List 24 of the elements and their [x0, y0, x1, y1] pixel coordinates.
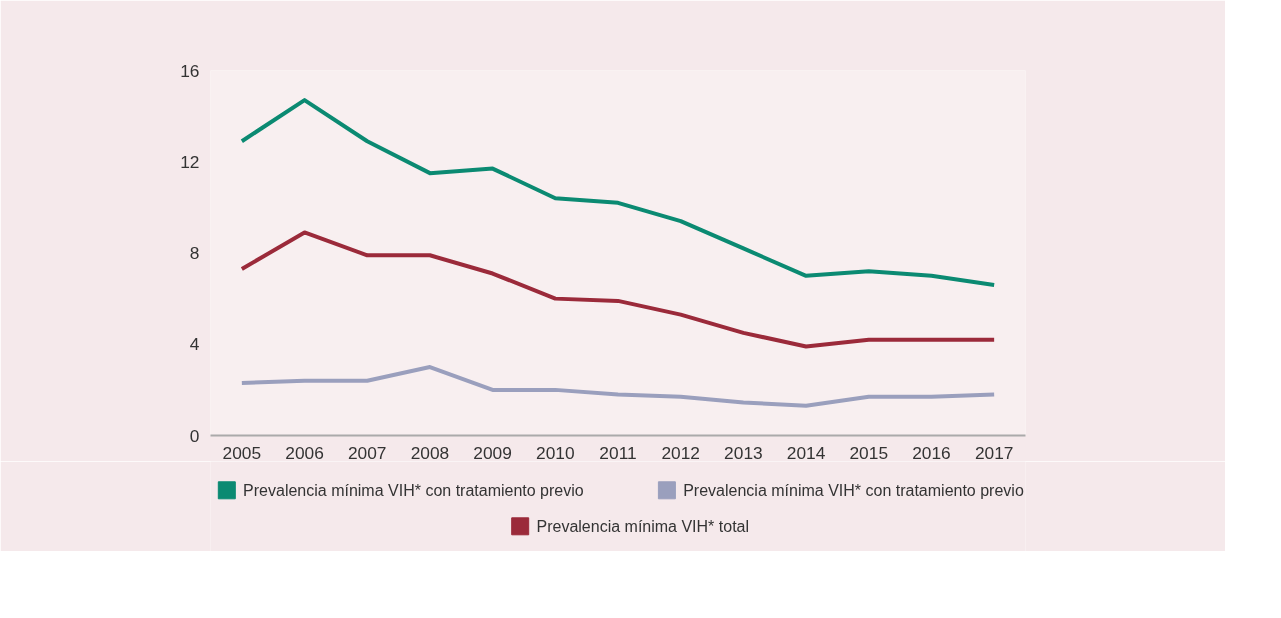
x-tick-label: 2014 — [786, 442, 826, 463]
x-tick-label: 2007 — [347, 442, 387, 463]
x-tick-label: 2008 — [410, 442, 450, 463]
line-series — [239, 230, 997, 349]
legend-label: Prevalencia mínima VIH* con tratamiento previo — [243, 481, 584, 499]
x-tick-label: 2009 — [473, 442, 512, 463]
y-tick-label: 8 — [189, 243, 200, 263]
x-tick-label: 2015 — [849, 442, 889, 463]
x-tick-label: 2011 — [599, 442, 637, 463]
y-tick-label: 4 — [189, 334, 200, 355]
y-tick-label: 12 — [180, 151, 200, 172]
x-tick-label: 2016 — [912, 442, 951, 463]
x-tick-label: 2013 — [724, 442, 763, 463]
x-tick-label: 2012 — [661, 442, 700, 463]
line-series — [239, 98, 997, 287]
line-series — [239, 365, 997, 408]
x-tick-label: 2005 — [222, 442, 262, 463]
x-tick-label: 2017 — [974, 442, 1014, 463]
x-tick-label: 2006 — [285, 442, 324, 463]
y-tick-label: 0 — [189, 425, 200, 446]
x-tick-label: 2010 — [536, 442, 575, 463]
y-tick-label: 16 — [180, 60, 200, 81]
legend-label: Prevalencia mínima VIH* total — [536, 517, 750, 535]
legend-label: Prevalencia mínima VIH* con tratamiento previo — [683, 481, 1024, 499]
